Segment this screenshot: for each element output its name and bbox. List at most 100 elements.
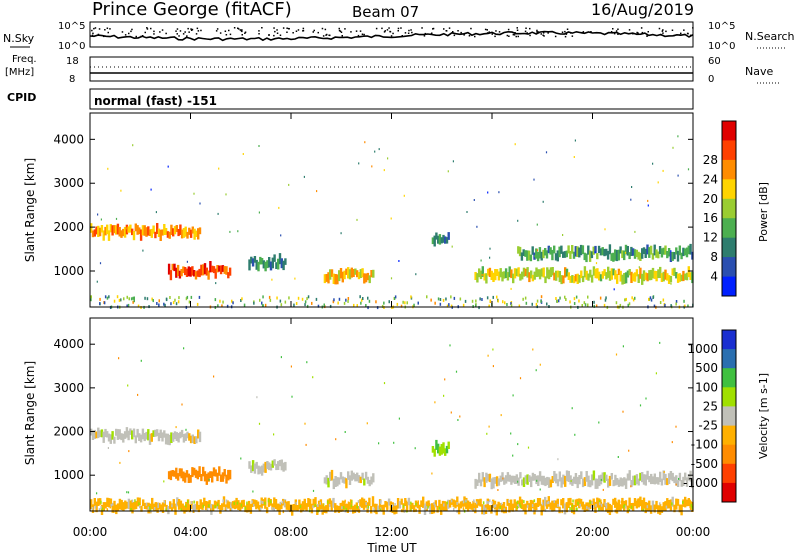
heatmap-cell <box>367 296 369 300</box>
noise-search-dot <box>344 28 346 30</box>
heatmap-cell <box>600 503 603 507</box>
heatmap-cell <box>171 504 173 508</box>
heatmap-cell <box>519 502 521 506</box>
heatmap-cell <box>297 296 300 300</box>
heatmap-cell <box>370 270 373 278</box>
heatmap-cell <box>208 500 211 509</box>
heatmap-cell <box>599 274 603 282</box>
colorbar-tick-label: 20 <box>703 192 718 206</box>
heatmap-cell <box>158 299 160 303</box>
x-tick-label: 20:00 <box>575 525 610 539</box>
heatmap-cell <box>499 268 502 278</box>
heatmap-cell <box>223 469 226 477</box>
heatmap-cell <box>357 506 360 513</box>
heatmap-cell <box>638 504 640 507</box>
noise-search-dot <box>397 30 399 32</box>
heatmap-cell <box>344 503 348 511</box>
noise-search-dot <box>355 30 358 32</box>
heatmap-cell <box>102 431 105 443</box>
noise-search-dot <box>468 35 471 37</box>
heatmap-cell <box>689 272 692 280</box>
heatmap-cell <box>431 237 435 245</box>
heatmap-cell <box>100 429 104 438</box>
noise-search-dot <box>363 33 365 36</box>
heatmap-cell <box>639 267 642 279</box>
heatmap-cell <box>608 270 612 281</box>
heatmap-cell <box>180 468 183 479</box>
noise-search-dot <box>237 27 239 29</box>
heatmap-cell <box>614 270 617 280</box>
heatmap-cell <box>623 250 626 261</box>
heatmap-cell <box>101 507 104 511</box>
heatmap-cell <box>637 478 640 486</box>
heatmap-cell <box>267 499 270 503</box>
heatmap-cell <box>445 502 447 506</box>
heatmap-cell <box>337 301 339 305</box>
heatmap-cell <box>612 252 615 262</box>
heatmap-cell <box>630 505 633 509</box>
heatmap-cell <box>291 395 293 398</box>
noise-search-dot <box>494 35 496 38</box>
heatmap-cell <box>621 274 624 285</box>
heatmap-cell <box>359 499 362 507</box>
heatmap-cell <box>623 477 626 486</box>
heatmap-cell <box>644 502 647 514</box>
heatmap-cell <box>652 162 654 165</box>
noise-search-dot <box>488 31 490 33</box>
heatmap-cell <box>451 245 453 248</box>
heatmap-cell <box>176 473 180 481</box>
heatmap-cell <box>508 503 511 513</box>
noise-search-dot <box>184 31 186 33</box>
heatmap-cell <box>511 503 515 512</box>
noise-search-dot <box>692 27 694 29</box>
heatmap-cell <box>149 508 151 512</box>
heatmap-cell <box>219 474 223 482</box>
heatmap-cell <box>569 300 571 304</box>
heatmap-cell <box>538 471 542 482</box>
heatmap-cell <box>278 460 282 467</box>
heatmap-cell <box>571 275 574 283</box>
heatmap-cell <box>573 302 576 305</box>
heatmap-cell <box>336 477 339 487</box>
heatmap-cell <box>580 270 583 279</box>
heatmap-cell <box>502 300 504 304</box>
heatmap-cell <box>474 505 477 514</box>
heatmap-cell <box>517 504 519 508</box>
heatmap-cell <box>130 297 133 301</box>
heatmap-cell <box>396 498 400 509</box>
heatmap-cell <box>317 304 320 308</box>
heatmap-cell <box>595 304 598 308</box>
heatmap-cell <box>416 502 419 509</box>
heatmap-cell <box>535 248 538 259</box>
heatmap-cell <box>565 268 569 277</box>
heatmap-cell <box>104 226 107 236</box>
freq-right-tick-top: 60 <box>708 56 721 67</box>
heatmap-cell <box>496 295 498 299</box>
heatmap-cell <box>169 501 172 509</box>
heatmap-cell <box>464 299 467 303</box>
heatmap-cell <box>386 501 389 510</box>
heatmap-cell <box>644 272 647 280</box>
heatmap-cell <box>186 260 188 263</box>
heatmap-cell <box>137 393 139 396</box>
heatmap-cell <box>630 485 632 488</box>
y-tick-label: 3000 <box>53 381 84 395</box>
heatmap-cell <box>276 296 278 300</box>
heatmap-cell <box>118 298 121 302</box>
noise-search-dot <box>273 27 275 29</box>
heatmap-cell <box>357 500 360 504</box>
heatmap-cell <box>652 296 654 299</box>
noise-search-dot <box>98 28 101 30</box>
heatmap-cell <box>213 500 217 509</box>
heatmap-cell <box>638 266 640 269</box>
heatmap-cell <box>639 252 642 261</box>
heatmap-cell <box>257 261 260 272</box>
heatmap-cell <box>660 248 664 258</box>
heatmap-cell <box>395 508 397 512</box>
heatmap-cell <box>115 217 118 220</box>
heatmap-cell <box>545 151 548 154</box>
heatmap-cell <box>526 267 529 278</box>
heatmap-cell <box>353 303 355 307</box>
heatmap-cell <box>322 503 324 507</box>
